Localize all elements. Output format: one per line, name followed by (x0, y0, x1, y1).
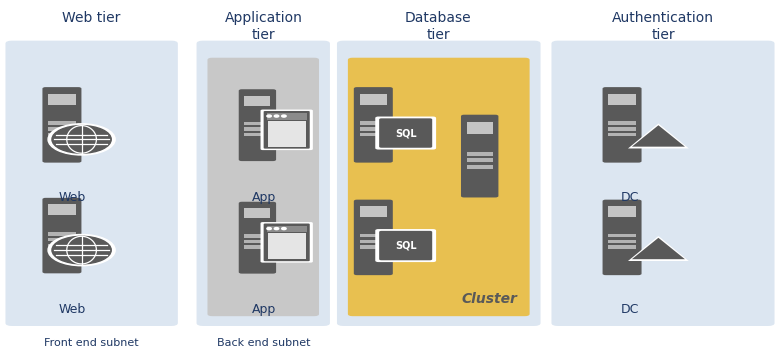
FancyBboxPatch shape (264, 224, 310, 261)
Bar (608, 121, 636, 125)
Polygon shape (628, 236, 689, 261)
Bar (360, 245, 387, 249)
FancyBboxPatch shape (379, 231, 432, 260)
Polygon shape (632, 125, 685, 147)
Circle shape (267, 115, 271, 117)
FancyBboxPatch shape (379, 118, 432, 148)
Bar (244, 127, 271, 131)
Bar (466, 122, 493, 134)
Bar (244, 245, 271, 249)
Bar (48, 94, 76, 105)
Bar (608, 94, 636, 105)
Circle shape (275, 228, 278, 230)
FancyBboxPatch shape (5, 41, 178, 326)
Bar (466, 152, 493, 156)
Bar (608, 133, 636, 136)
Bar (48, 121, 76, 125)
FancyBboxPatch shape (354, 200, 393, 275)
FancyBboxPatch shape (337, 41, 541, 326)
Bar (268, 121, 306, 147)
Text: Database
tier: Database tier (405, 11, 472, 42)
FancyBboxPatch shape (261, 110, 313, 150)
Circle shape (267, 228, 271, 230)
Circle shape (48, 124, 115, 155)
FancyBboxPatch shape (461, 115, 498, 197)
FancyBboxPatch shape (207, 58, 319, 316)
Circle shape (275, 115, 278, 117)
Text: Application
tier: Application tier (225, 11, 303, 42)
Bar (360, 133, 387, 136)
Bar (608, 245, 636, 249)
Bar (360, 234, 387, 237)
FancyBboxPatch shape (348, 58, 530, 316)
FancyBboxPatch shape (239, 89, 276, 161)
Text: DC: DC (621, 191, 640, 204)
Polygon shape (628, 123, 689, 148)
Text: Back end subnet: Back end subnet (217, 338, 310, 348)
Bar (48, 238, 76, 241)
Text: App: App (251, 191, 276, 204)
FancyBboxPatch shape (197, 41, 330, 326)
FancyBboxPatch shape (375, 229, 436, 262)
Circle shape (52, 126, 112, 153)
Bar (48, 127, 76, 131)
Bar (608, 127, 636, 131)
FancyBboxPatch shape (551, 41, 775, 326)
Text: Web: Web (58, 303, 85, 316)
Bar (48, 244, 76, 247)
Bar (608, 240, 636, 243)
FancyBboxPatch shape (239, 202, 276, 274)
Circle shape (48, 234, 115, 266)
Bar (268, 233, 306, 259)
Bar (608, 206, 636, 217)
Bar (244, 122, 271, 125)
Circle shape (282, 115, 286, 117)
Bar (360, 94, 387, 105)
Text: App: App (251, 303, 276, 316)
Bar (360, 127, 387, 131)
Circle shape (282, 228, 286, 230)
Circle shape (52, 236, 112, 264)
FancyBboxPatch shape (603, 200, 642, 275)
Bar (608, 234, 636, 237)
Bar (48, 133, 76, 136)
FancyBboxPatch shape (354, 87, 393, 163)
Bar (48, 204, 76, 215)
FancyBboxPatch shape (261, 222, 313, 263)
FancyBboxPatch shape (603, 87, 642, 163)
FancyBboxPatch shape (264, 111, 310, 149)
Bar (360, 121, 387, 125)
Text: SQL: SQL (395, 128, 417, 138)
Bar (244, 234, 271, 238)
Bar (267, 113, 307, 120)
FancyBboxPatch shape (375, 117, 436, 150)
Text: DC: DC (621, 303, 640, 316)
Bar (360, 206, 387, 217)
Text: Web: Web (58, 191, 85, 204)
Bar (267, 226, 307, 232)
Text: Cluster: Cluster (461, 293, 517, 306)
Bar (244, 208, 271, 219)
Bar (466, 159, 493, 163)
Bar (244, 95, 271, 106)
Bar (360, 240, 387, 243)
FancyBboxPatch shape (42, 87, 81, 163)
Bar (244, 240, 271, 243)
Text: Web tier: Web tier (62, 11, 120, 25)
Bar (48, 232, 76, 236)
Text: SQL: SQL (395, 241, 417, 250)
Polygon shape (632, 238, 685, 259)
FancyBboxPatch shape (42, 198, 81, 273)
Text: Authentication
tier: Authentication tier (612, 11, 714, 42)
Bar (244, 133, 271, 136)
Bar (466, 165, 493, 169)
Text: Front end subnet: Front end subnet (44, 338, 139, 348)
